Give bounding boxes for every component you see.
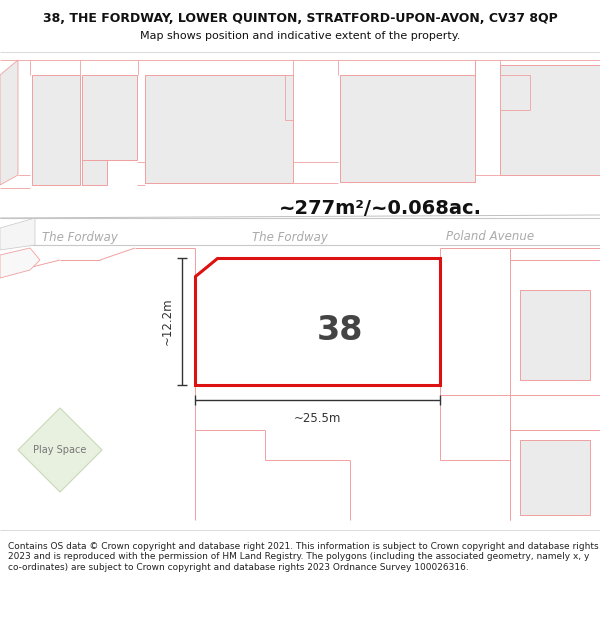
Text: ~277m²/~0.068ac.: ~277m²/~0.068ac. — [278, 199, 482, 217]
Bar — [340, 75, 475, 182]
Text: The Fordway: The Fordway — [252, 231, 328, 244]
Text: 38, THE FORDWAY, LOWER QUINTON, STRATFORD-UPON-AVON, CV37 8QP: 38, THE FORDWAY, LOWER QUINTON, STRATFOR… — [43, 11, 557, 24]
Polygon shape — [285, 75, 293, 120]
Bar — [210, 295, 305, 375]
Bar — [520, 290, 590, 380]
Polygon shape — [195, 258, 440, 385]
Polygon shape — [0, 248, 40, 278]
Polygon shape — [500, 75, 530, 110]
Text: Poland Avenue: Poland Avenue — [446, 231, 534, 244]
Text: Map shows position and indicative extent of the property.: Map shows position and indicative extent… — [140, 31, 460, 41]
Bar — [32, 75, 80, 185]
Bar — [82, 160, 107, 185]
Polygon shape — [18, 408, 102, 492]
Text: Contains OS data © Crown copyright and database right 2021. This information is : Contains OS data © Crown copyright and d… — [8, 542, 599, 572]
Polygon shape — [0, 60, 18, 185]
Bar — [520, 440, 590, 515]
Polygon shape — [0, 218, 35, 250]
Bar — [145, 75, 293, 183]
Bar — [82, 75, 137, 160]
Text: ~12.2m: ~12.2m — [161, 298, 174, 345]
Text: Play Space: Play Space — [34, 445, 86, 455]
Text: 38: 38 — [317, 314, 363, 346]
Text: The Fordway: The Fordway — [42, 231, 118, 244]
Bar — [500, 65, 600, 175]
Text: ~25.5m: ~25.5m — [294, 412, 341, 425]
